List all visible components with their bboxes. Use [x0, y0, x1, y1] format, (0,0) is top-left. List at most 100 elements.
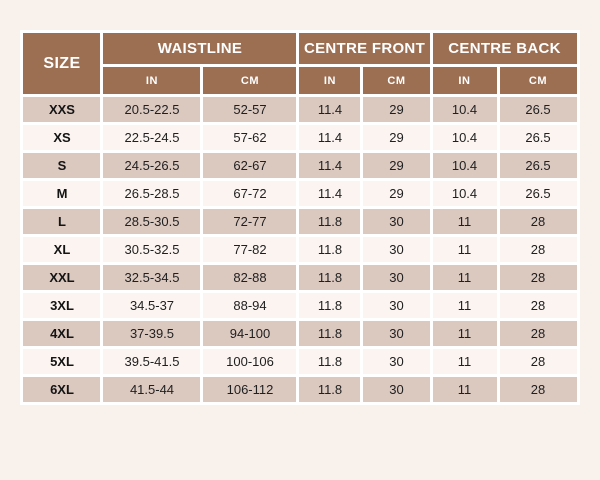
cell-centre-front-in: 11.4 [296, 178, 364, 209]
cell-centre-back-cm: 28 [496, 206, 580, 237]
header-unit-row: IN CM IN CM IN CM [22, 64, 580, 97]
column-header-waistline: WAISTLINE [100, 30, 300, 67]
column-header-centre-front: CENTRE FRONT [296, 30, 433, 67]
table-row: 5XL 39.5-41.5 100-106 11.8 30 11 28 [20, 346, 580, 377]
cell-size: XXL [20, 262, 104, 293]
table-row: S 24.5-26.5 62-67 11.4 29 10.4 26.5 [20, 150, 580, 181]
cell-centre-back-cm: 28 [496, 290, 580, 321]
unit-header-centre-front-cm: CM [360, 64, 433, 97]
cell-centre-front-in: 11.4 [296, 94, 364, 125]
cell-size: XS [20, 122, 104, 153]
cell-waistline-in: 32.5-34.5 [100, 262, 204, 293]
cell-centre-front-cm: 29 [360, 122, 433, 153]
cell-centre-front-cm: 30 [360, 262, 433, 293]
cell-centre-front-in: 11.8 [296, 262, 364, 293]
cell-centre-front-cm: 29 [360, 178, 433, 209]
cell-centre-front-in: 11.4 [296, 122, 364, 153]
cell-centre-back-in: 11 [429, 290, 500, 321]
cell-centre-back-in: 11 [429, 206, 500, 237]
cell-centre-back-cm: 28 [496, 374, 580, 405]
cell-waistline-cm: 67-72 [200, 178, 300, 209]
size-chart-body: XXS 20.5-22.5 52-57 11.4 29 10.4 26.5 XS… [20, 94, 580, 405]
cell-size: S [20, 150, 104, 181]
unit-header-waistline-cm: CM [200, 64, 300, 97]
cell-size: 6XL [20, 374, 104, 405]
unit-header-waistline-in: IN [100, 64, 204, 97]
cell-waistline-in: 24.5-26.5 [100, 150, 204, 181]
cell-size: L [20, 206, 104, 237]
table-row: XL 30.5-32.5 77-82 11.8 30 11 28 [20, 234, 580, 265]
cell-waistline-cm: 62-67 [200, 150, 300, 181]
cell-waistline-cm: 82-88 [200, 262, 300, 293]
cell-centre-front-in: 11.8 [296, 234, 364, 265]
cell-centre-back-cm: 26.5 [496, 150, 580, 181]
cell-centre-back-cm: 28 [496, 318, 580, 349]
cell-centre-front-in: 11.8 [296, 346, 364, 377]
cell-centre-back-in: 10.4 [429, 150, 500, 181]
cell-waistline-cm: 52-57 [200, 94, 300, 125]
cell-centre-front-cm: 30 [360, 346, 433, 377]
cell-centre-back-cm: 26.5 [496, 122, 580, 153]
cell-centre-front-in: 11.4 [296, 150, 364, 181]
cell-waistline-cm: 72-77 [200, 206, 300, 237]
cell-centre-back-cm: 26.5 [496, 178, 580, 209]
cell-waistline-cm: 100-106 [200, 346, 300, 377]
cell-size: M [20, 178, 104, 209]
cell-size: XL [20, 234, 104, 265]
table-row: M 26.5-28.5 67-72 11.4 29 10.4 26.5 [20, 178, 580, 209]
cell-centre-front-in: 11.8 [296, 374, 364, 405]
cell-centre-back-cm: 28 [496, 234, 580, 265]
cell-centre-back-in: 10.4 [429, 94, 500, 125]
size-chart-header: SIZE WAISTLINE CENTRE FRONT CENTRE BACK … [20, 30, 580, 97]
cell-waistline-cm: 77-82 [200, 234, 300, 265]
cell-waistline-in: 34.5-37 [100, 290, 204, 321]
cell-centre-front-cm: 30 [360, 206, 433, 237]
cell-waistline-cm: 94-100 [200, 318, 300, 349]
cell-centre-back-cm: 28 [496, 346, 580, 377]
table-row: XXL 32.5-34.5 82-88 11.8 30 11 28 [20, 262, 580, 293]
cell-waistline-in: 22.5-24.5 [100, 122, 204, 153]
cell-centre-front-cm: 30 [360, 318, 433, 349]
cell-centre-back-cm: 26.5 [496, 94, 580, 125]
cell-centre-back-in: 11 [429, 318, 500, 349]
cell-centre-back-in: 11 [429, 234, 500, 265]
table-row: XXS 20.5-22.5 52-57 11.4 29 10.4 26.5 [20, 94, 580, 125]
cell-waistline-cm: 88-94 [200, 290, 300, 321]
cell-centre-front-cm: 30 [360, 234, 433, 265]
cell-size: XXS [20, 94, 104, 125]
table-row: 4XL 37-39.5 94-100 11.8 30 11 28 [20, 318, 580, 349]
cell-size: 3XL [20, 290, 104, 321]
table-row: L 28.5-30.5 72-77 11.8 30 11 28 [20, 206, 580, 237]
cell-centre-back-cm: 28 [496, 262, 580, 293]
table-row: XS 22.5-24.5 57-62 11.4 29 10.4 26.5 [20, 122, 580, 153]
header-group-row: SIZE WAISTLINE CENTRE FRONT CENTRE BACK [20, 30, 580, 97]
table-row: 3XL 34.5-37 88-94 11.8 30 11 28 [20, 290, 580, 321]
cell-waistline-in: 39.5-41.5 [100, 346, 204, 377]
size-chart-table: SIZE WAISTLINE CENTRE FRONT CENTRE BACK … [20, 30, 580, 405]
cell-waistline-cm: 57-62 [200, 122, 300, 153]
cell-centre-front-in: 11.8 [296, 290, 364, 321]
cell-centre-front-in: 11.8 [296, 206, 364, 237]
cell-centre-front-cm: 30 [360, 374, 433, 405]
cell-centre-front-cm: 29 [360, 150, 433, 181]
cell-size: 4XL [20, 318, 104, 349]
cell-waistline-in: 28.5-30.5 [100, 206, 204, 237]
cell-centre-back-in: 11 [429, 262, 500, 293]
cell-waistline-in: 41.5-44 [100, 374, 204, 405]
column-header-size: SIZE [20, 30, 104, 97]
cell-centre-back-in: 10.4 [429, 178, 500, 209]
unit-header-centre-front-in: IN [296, 64, 364, 97]
column-header-centre-back: CENTRE BACK [429, 30, 580, 67]
cell-waistline-in: 26.5-28.5 [100, 178, 204, 209]
cell-centre-back-in: 10.4 [429, 122, 500, 153]
cell-centre-back-in: 11 [429, 346, 500, 377]
cell-waistline-in: 30.5-32.5 [100, 234, 204, 265]
unit-header-centre-back-in: IN [429, 64, 500, 97]
cell-size: 5XL [20, 346, 104, 377]
cell-waistline-in: 37-39.5 [100, 318, 204, 349]
cell-waistline-in: 20.5-22.5 [100, 94, 204, 125]
cell-centre-front-in: 11.8 [296, 318, 364, 349]
cell-waistline-cm: 106-112 [200, 374, 300, 405]
cell-centre-front-cm: 30 [360, 290, 433, 321]
unit-header-centre-back-cm: CM [496, 64, 580, 97]
